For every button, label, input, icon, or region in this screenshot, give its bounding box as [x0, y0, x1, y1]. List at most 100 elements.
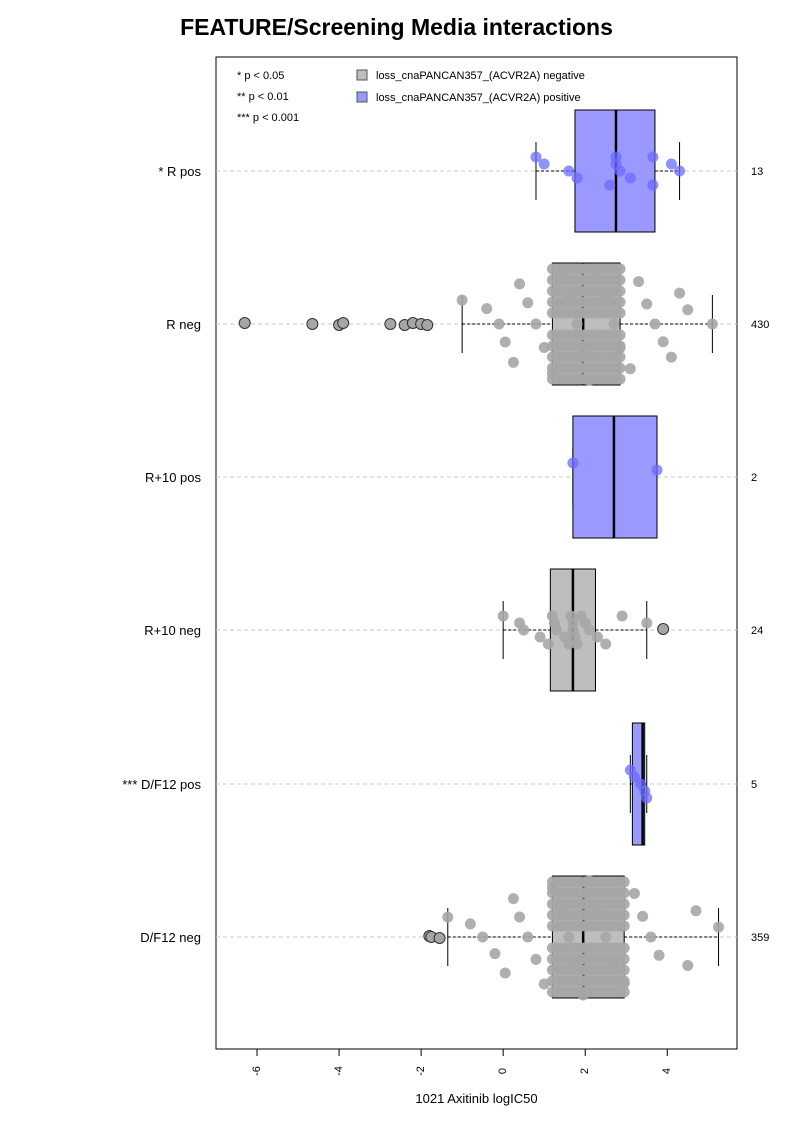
x-tick-label: -4: [333, 1066, 345, 1076]
data-point: [567, 457, 579, 469]
group-label: *** D/F12 pos: [122, 777, 201, 792]
group-label: * R pos: [158, 164, 201, 179]
outlier-point: [433, 932, 446, 944]
significance-legend-item: * p < 0.05: [237, 70, 284, 82]
data-point: [522, 931, 534, 943]
data-point: [614, 362, 626, 374]
group-label: R neg: [166, 317, 201, 332]
data-point: [442, 911, 454, 923]
data-point: [530, 151, 542, 163]
data-point: [522, 297, 534, 309]
data-point: [706, 318, 718, 330]
data-point: [571, 172, 583, 184]
group-count: 430: [751, 319, 769, 331]
group-count: 24: [751, 625, 763, 637]
data-point: [538, 342, 550, 354]
plot-frame: [215, 56, 738, 1050]
data-point: [682, 960, 694, 972]
data-point: [507, 893, 519, 905]
data-point: [649, 318, 661, 330]
outlier-point: [306, 318, 319, 330]
data-point: [616, 610, 628, 622]
data-point: [614, 274, 626, 286]
group-0: * R pos 13: [158, 109, 763, 233]
data-point: [604, 179, 616, 191]
data-point: [464, 918, 476, 930]
group-1: R neg 430: [166, 262, 769, 386]
outlier-point: [238, 317, 251, 329]
data-point: [530, 953, 542, 965]
data-point: [674, 165, 686, 177]
data-point: [628, 887, 640, 899]
significance-legend-item: ** p < 0.01: [237, 91, 289, 103]
data-point: [518, 624, 530, 636]
outlier-point: [384, 318, 397, 330]
data-point: [600, 931, 612, 943]
data-point: [647, 151, 659, 163]
data-point: [614, 263, 626, 275]
data-point: [481, 303, 493, 315]
group-count: 13: [751, 166, 763, 178]
data-point: [608, 318, 620, 330]
x-tick-label: -2: [415, 1066, 427, 1076]
data-point: [600, 638, 612, 650]
data-point: [618, 898, 630, 910]
data-point: [530, 318, 542, 330]
x-tick-label: -6: [251, 1066, 263, 1076]
legend-label: loss_cnaPANCAN357_(ACVR2A) negative: [376, 70, 585, 82]
legend-swatch: [356, 91, 368, 103]
data-point: [647, 179, 659, 191]
data-point: [645, 931, 657, 943]
data-point: [624, 172, 636, 184]
data-point: [618, 876, 630, 888]
data-point: [614, 340, 626, 352]
data-point: [563, 165, 575, 177]
data-point: [665, 351, 677, 363]
data-point: [614, 165, 626, 177]
data-point: [499, 967, 511, 979]
data-point: [665, 158, 677, 170]
data-point: [618, 964, 630, 976]
data-point: [690, 905, 702, 917]
data-point: [456, 294, 468, 306]
data-point: [538, 158, 550, 170]
data-point: [534, 631, 546, 643]
data-point: [550, 624, 562, 636]
data-point: [542, 638, 554, 650]
data-point: [618, 920, 630, 932]
group-count: 2: [751, 472, 757, 484]
x-tick-label: 4: [661, 1068, 673, 1074]
data-point: [624, 363, 636, 375]
x-tick-label: 0: [497, 1068, 509, 1074]
data-point: [571, 318, 583, 330]
data-point: [618, 887, 630, 899]
outlier-point: [657, 623, 670, 635]
outlier-point: [421, 319, 434, 331]
data-point: [618, 986, 630, 998]
data-point: [592, 631, 604, 643]
data-point: [614, 329, 626, 341]
data-point: [633, 276, 645, 288]
data-point: [614, 285, 626, 297]
data-point: [583, 624, 595, 636]
outlier-point: [337, 317, 350, 329]
data-point: [499, 336, 511, 348]
data-point: [514, 278, 526, 290]
data-point: [493, 318, 505, 330]
group-label: D/F12 neg: [140, 930, 201, 945]
data-point: [489, 948, 501, 960]
data-point: [477, 931, 489, 943]
data-point: [713, 921, 725, 933]
data-point: [682, 304, 694, 316]
data-point: [641, 617, 653, 629]
data-point: [571, 638, 583, 650]
group-label: R+10 pos: [145, 470, 202, 485]
x-axis-label: 1021 Axitinib logIC50: [415, 1091, 537, 1106]
data-point: [614, 373, 626, 385]
legend-swatch: [356, 69, 368, 81]
group-label: R+10 neg: [144, 623, 201, 638]
data-point: [614, 296, 626, 308]
data-point: [507, 356, 519, 368]
group-3: R+10 neg 24: [144, 568, 763, 692]
